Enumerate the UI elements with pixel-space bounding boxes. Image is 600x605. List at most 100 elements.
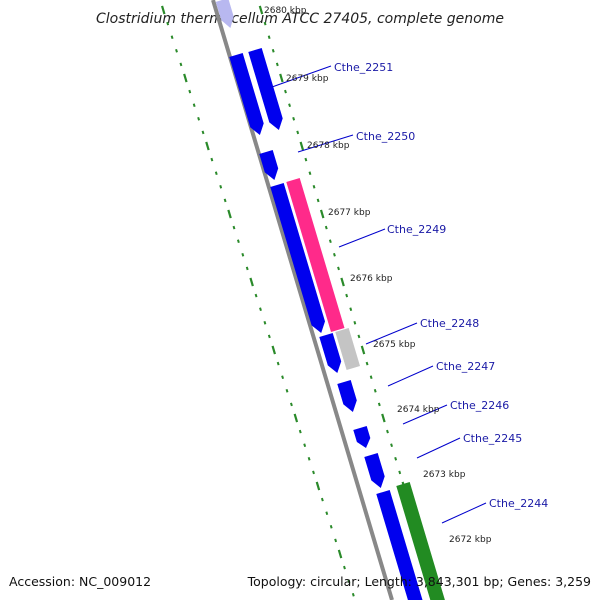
gene-cthe-2248-grey[interactable] xyxy=(335,328,360,370)
tick-mark xyxy=(337,549,343,559)
tick-mark xyxy=(245,266,249,271)
leader-line xyxy=(338,228,386,248)
tick-mark xyxy=(284,89,287,94)
leader-line xyxy=(402,404,448,425)
tick-mark xyxy=(390,443,393,448)
tick-mark xyxy=(325,511,329,516)
tick-mark xyxy=(236,239,240,244)
tick-mark xyxy=(340,277,345,287)
leader-line xyxy=(271,65,332,88)
tick-mark xyxy=(205,141,210,151)
label-leaders xyxy=(271,65,487,524)
tick-mark xyxy=(210,157,214,162)
tick-mark xyxy=(377,402,381,407)
tick-mark xyxy=(347,579,351,584)
gene-label-cthe-2244[interactable]: Cthe_2244 xyxy=(489,497,548,510)
tick-mark xyxy=(285,388,289,393)
gene-cthe-2250[interactable] xyxy=(259,150,279,180)
leader-line xyxy=(365,322,418,345)
kbp-label-2677: 2677 kbp xyxy=(328,208,371,218)
tick-mark xyxy=(241,252,245,257)
gene-cthe-2244[interactable] xyxy=(396,482,446,605)
tick-mark xyxy=(223,198,227,203)
tick-mark xyxy=(298,429,302,434)
gene-cthe-2245[interactable] xyxy=(364,453,385,488)
tick-mark xyxy=(258,5,264,15)
tick-mark xyxy=(394,456,398,461)
kbp-label-2672: 2672 kbp xyxy=(449,535,492,545)
gene-track xyxy=(215,0,446,605)
gene-label-cthe-2246[interactable]: Cthe_2246 xyxy=(450,399,509,412)
map-title: Clostridium thermocellum ATCC 27405, com… xyxy=(96,11,504,27)
tick-mark xyxy=(334,538,338,543)
kbp-label-2673: 2673 kbp xyxy=(423,470,466,480)
tick-mark xyxy=(345,293,349,298)
tick-track-outer xyxy=(160,5,355,597)
gene-cthe-2251-a[interactable] xyxy=(229,53,264,135)
kbp-label-2678: 2678 kbp xyxy=(307,141,350,151)
tick-mark xyxy=(357,334,361,339)
tick-mark xyxy=(299,141,305,151)
gene-label-cthe-2249[interactable]: Cthe_2249 xyxy=(387,223,446,236)
tick-mark xyxy=(312,184,316,189)
gene-cthe-2244-fwd[interactable] xyxy=(376,490,424,605)
tick-mark xyxy=(324,225,328,230)
tick-mark xyxy=(329,524,333,529)
tick-mark xyxy=(271,48,275,53)
tick-mark xyxy=(398,470,402,475)
gene-cthe-2249[interactable] xyxy=(286,178,345,332)
tick-mark xyxy=(192,103,196,108)
tick-mark xyxy=(293,413,299,423)
tick-mark xyxy=(219,184,223,189)
tick-mark xyxy=(263,21,267,26)
tick-mark xyxy=(381,413,386,423)
tick-mark xyxy=(232,225,236,230)
gene-label-cthe-2251[interactable]: Cthe_2251 xyxy=(334,61,393,74)
gene-cthe-2247[interactable] xyxy=(337,380,357,412)
tick-mark xyxy=(279,73,284,83)
tick-mark xyxy=(320,497,324,502)
tick-mark xyxy=(312,470,315,475)
tick-mark xyxy=(303,443,307,448)
leader-line xyxy=(441,502,487,524)
tick-mark xyxy=(175,48,178,53)
tick-mark xyxy=(316,198,320,203)
kbp-label-2679: 2679 kbp xyxy=(286,74,329,84)
tick-mark xyxy=(166,21,170,26)
tick-mark xyxy=(267,35,271,40)
tick-mark xyxy=(275,62,279,67)
gene-label-cthe-2248[interactable]: Cthe_2248 xyxy=(420,317,479,330)
gene-partial[interactable] xyxy=(215,0,234,28)
tick-mark xyxy=(271,345,277,355)
tick-mark xyxy=(263,320,267,325)
gene-label-cthe-2247[interactable]: Cthe_2247 xyxy=(436,360,495,373)
gene-cthe-2248[interactable] xyxy=(319,333,342,373)
gene-label-cthe-2245[interactable]: Cthe_2245 xyxy=(463,432,522,445)
kbp-label-2675: 2675 kbp xyxy=(373,340,416,350)
gene-cthe-2251[interactable] xyxy=(248,48,283,130)
leader-line xyxy=(387,365,434,387)
tick-mark xyxy=(353,320,357,325)
tick-mark xyxy=(160,5,166,15)
tick-mark xyxy=(259,307,262,312)
tick-mark xyxy=(227,209,232,219)
tick-mark xyxy=(315,481,321,491)
tick-mark xyxy=(337,266,340,271)
tick-mark xyxy=(351,592,355,597)
tick-mark xyxy=(267,334,271,339)
kbp-labels: 2680 kbp 2679 kbp 2678 kbp 2677 kbp 2676… xyxy=(264,6,492,545)
tick-mark xyxy=(319,209,325,219)
tick-mark xyxy=(214,171,218,176)
gene-cthe-2246[interactable] xyxy=(353,426,371,448)
gene-cthe-2249-fwd[interactable] xyxy=(270,183,325,333)
kbp-label-2676: 2676 kbp xyxy=(350,274,393,284)
tick-mark xyxy=(288,103,291,108)
tick-mark xyxy=(369,375,373,380)
tick-mark xyxy=(188,89,192,94)
tick-mark xyxy=(373,388,377,393)
tick-mark xyxy=(307,456,311,461)
leader-line xyxy=(416,437,461,459)
gene-label-cthe-2250[interactable]: Cthe_2250 xyxy=(356,130,415,143)
